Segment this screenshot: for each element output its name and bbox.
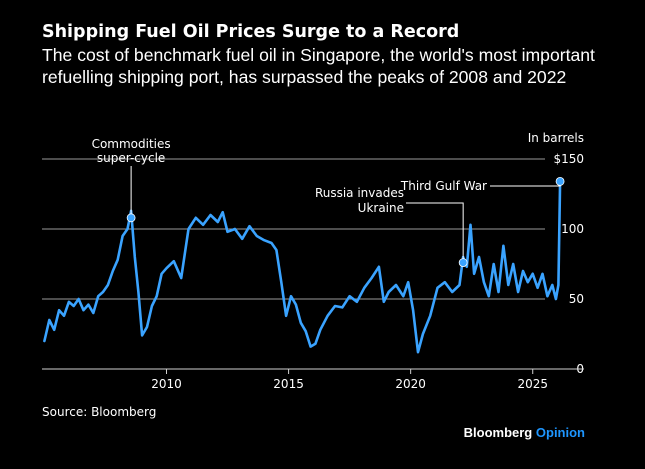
annotation-russia-leader: [406, 202, 464, 263]
annotation-russia-line2: Ukraine: [358, 201, 404, 215]
annotation-commodities-line1: Commodities: [92, 137, 171, 151]
annotation-gulfwar-marker: [555, 176, 565, 186]
x-tick-label-2015: 2015: [273, 377, 304, 391]
annotation-russia-marker: [458, 258, 468, 268]
y-tick-label-50: 50: [569, 292, 584, 306]
chart-subtitle: The cost of benchmark fuel oil in Singap…: [42, 45, 595, 87]
y-tick-label-150: $150: [553, 152, 584, 166]
chart-title: Shipping Fuel Oil Prices Surge to a Reco…: [42, 22, 460, 42]
brand-logo: Bloomberg Opinion: [464, 425, 585, 440]
annotation-commodities-marker: [126, 213, 136, 223]
source-note: Source: Bloomberg: [42, 405, 157, 419]
x-tick-label-2010: 2010: [151, 377, 182, 391]
series-line: [43, 180, 562, 354]
brand-main: Bloomberg: [463, 425, 533, 440]
annotation-gulfwar-leader: [490, 181, 561, 187]
annotation-commodities-line2: super-cycle: [97, 151, 165, 165]
annotation-russia-line1: Russia invades: [315, 186, 404, 200]
x-tick-label-2025: 2025: [517, 377, 548, 391]
x-tick-label-2020: 2020: [395, 377, 426, 391]
y-axis-label: In barrels: [528, 131, 584, 145]
annotation-gulfwar-label: Third Gulf War: [400, 179, 487, 193]
brand-accent: Opinion: [535, 425, 585, 440]
y-tick-label-100: 100: [561, 222, 584, 236]
